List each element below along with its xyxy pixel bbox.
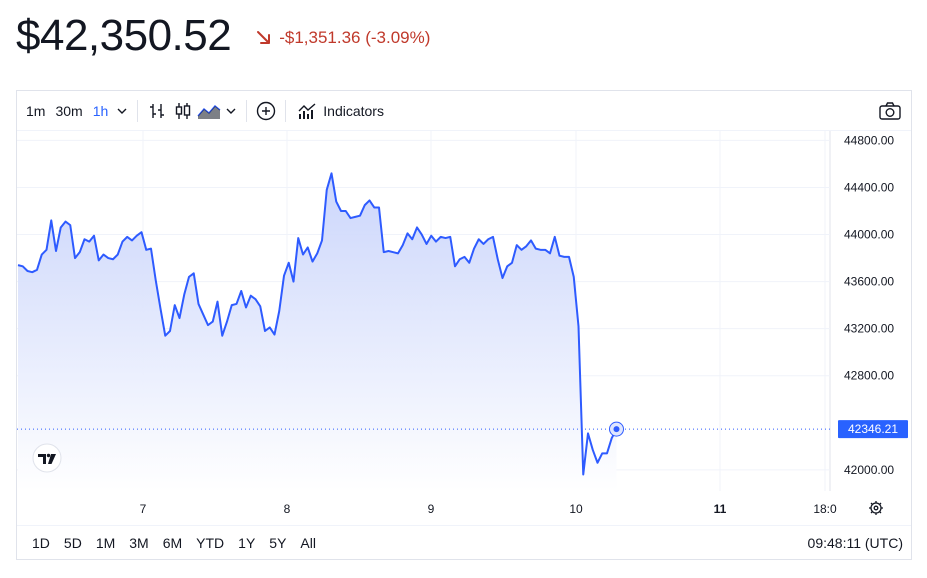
last-price-label-text: 42346.21: [848, 422, 898, 436]
add-compare-plus-icon[interactable]: [253, 97, 279, 125]
interval-30m-button[interactable]: 30m: [55, 102, 83, 119]
y-tick-label: 43200.00: [844, 322, 894, 336]
interval-1h-button[interactable]: 1h: [92, 102, 109, 119]
chart-toolbar: 1m 30m 1h Indicators: [17, 91, 911, 131]
chart-widget: 1m 30m 1h Indicators: [16, 90, 912, 560]
range-1d-button[interactable]: 1D: [32, 534, 50, 551]
y-tick-label: 42800.00: [844, 369, 894, 383]
current-price: $42,350.52: [16, 11, 232, 60]
y-tick-label: 44800.00: [844, 133, 894, 147]
y-tick-label: 44400.00: [844, 180, 894, 194]
interval-dropdown-chevron-icon[interactable]: [113, 97, 131, 125]
range-5y-button[interactable]: 5Y: [269, 534, 287, 551]
indicators-button[interactable]: Indicators: [292, 97, 389, 125]
range-1m-button[interactable]: 1M: [95, 534, 116, 551]
price-header: $42,350.52 -$1,351.36 (-3.09%): [16, 8, 430, 64]
last-price-label: 42346.21: [838, 420, 908, 439]
range-1y-button[interactable]: 1Y: [238, 534, 256, 551]
indicators-icon: [298, 102, 316, 119]
price-line: [17, 172, 618, 476]
candlestick-style-icon[interactable]: [170, 97, 196, 125]
toolbar-divider: [246, 99, 248, 122]
x-tick-label: 18:0: [813, 502, 837, 516]
bar-chart-style-icon[interactable]: [144, 97, 170, 125]
arrow-down-right-icon: [257, 31, 271, 44]
range-3m-button[interactable]: 3M: [129, 534, 149, 551]
toolbar-divider: [285, 99, 287, 122]
toolbar-divider: [137, 99, 139, 122]
price-change-text: -$1,351.36 (-3.09%): [279, 28, 431, 47]
range-5d-button[interactable]: 5D: [63, 534, 82, 551]
x-tick-label: 8: [284, 502, 291, 516]
last-price-marker: [609, 421, 624, 437]
price-chart[interactable]: 44800.00 44400.00 44000.00 43600.00 43200.00…: [17, 131, 913, 531]
tradingview-logo[interactable]: [32, 443, 62, 473]
price-change: -$1,351.36 (-3.09%): [255, 28, 430, 48]
time-axis[interactable]: 7 8 9 10 11 18:0: [140, 502, 837, 516]
price-area-fill: [18, 173, 617, 491]
y-tick-label: 43600.00: [844, 275, 894, 289]
indicators-label: Indicators: [323, 102, 384, 119]
last-point: [613, 426, 620, 433]
y-tick-label: 44000.00: [844, 228, 894, 242]
x-tick-label: 10: [569, 502, 583, 516]
utc-clock[interactable]: 09:48:11 (UTC): [807, 535, 903, 551]
y-tick-label: 42000.00: [844, 463, 894, 477]
price-axis[interactable]: 44800.00 44400.00 44000.00 43600.00 43200.00…: [844, 133, 894, 476]
x-tick-label: 9: [428, 502, 435, 516]
area-chart-style-icon[interactable]: [196, 97, 222, 125]
chart-settings-gear-icon[interactable]: [869, 501, 883, 515]
last-price-label-bg: [838, 420, 908, 439]
range-bar: 1D 5D 1M 3M 6M YTD 1Y 5Y All 09:48:11 (U…: [17, 525, 911, 559]
chart-style-dropdown-chevron-icon[interactable]: [222, 97, 240, 125]
range-6m-button[interactable]: 6M: [162, 534, 183, 551]
x-tick-label: 11: [714, 502, 727, 516]
camera-snapshot-icon[interactable]: [877, 97, 903, 125]
interval-1m-button[interactable]: 1m: [26, 102, 46, 119]
price-chart-svg[interactable]: 44800.00 44400.00 44000.00 43600.00 43200.00…: [17, 131, 913, 531]
range-ytd-button[interactable]: YTD: [196, 534, 225, 551]
x-tick-label: 7: [140, 502, 147, 516]
range-all-button[interactable]: All: [300, 534, 316, 551]
